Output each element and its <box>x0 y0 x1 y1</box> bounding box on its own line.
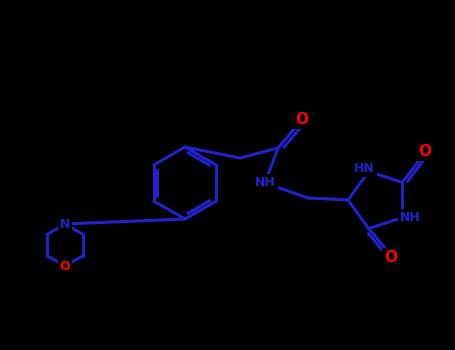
Text: O: O <box>60 259 71 273</box>
Text: O: O <box>384 250 397 265</box>
Text: NH: NH <box>255 176 275 189</box>
Text: O: O <box>418 144 431 159</box>
Text: NH: NH <box>400 211 420 224</box>
Text: O: O <box>295 112 308 126</box>
Text: N: N <box>60 217 70 231</box>
Text: HN: HN <box>354 162 375 175</box>
